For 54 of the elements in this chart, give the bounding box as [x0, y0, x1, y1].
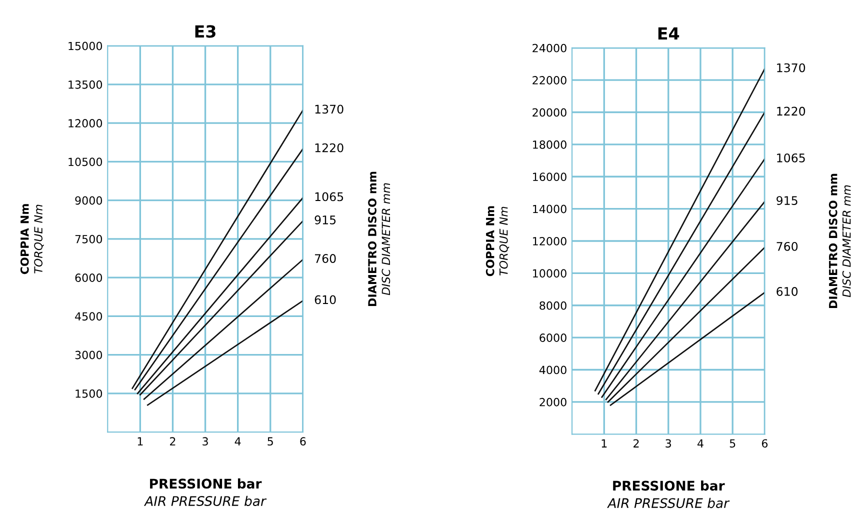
series-label: 1370: [777, 63, 806, 72]
y2-axis-title: DIAMETRO DISCO mm DISC DIAMETER mm: [828, 174, 851, 308]
series-label: 915: [776, 196, 798, 206]
y-tick-label: 24000: [532, 44, 566, 52]
series-label: 760: [776, 242, 798, 251]
y-tick-label: 9000: [75, 196, 102, 205]
x-tick-label: 5: [730, 439, 736, 448]
series-label: 1065: [777, 153, 805, 162]
y-axis-title: COPPIA Nm TORQUE Nm: [20, 204, 44, 274]
y-tick-label: 15000: [68, 42, 102, 50]
y-tick-label: 6000: [540, 334, 566, 342]
series-label: 1370: [315, 104, 344, 114]
series-label: 1220: [777, 106, 806, 116]
series-label: 610: [776, 287, 798, 296]
x-tick-label: 6: [300, 437, 306, 446]
y-tick-label: 20000: [532, 108, 566, 117]
x-tick-label: 2: [634, 439, 639, 448]
series-label: 610: [314, 295, 336, 304]
y-tick-label: 1500: [76, 389, 102, 398]
x-tick-label: 4: [697, 439, 704, 448]
y-tick-label: 22000: [532, 76, 566, 84]
x-tick-label: 6: [762, 439, 768, 448]
x-axis-title: PRESSIONE bar AIR PRESSURE bar: [607, 480, 730, 508]
series-label: 1220: [315, 143, 344, 152]
chart-title: E3: [195, 25, 216, 38]
y-tick-label: 4500: [75, 312, 102, 321]
y-tick-label: 6000: [75, 274, 102, 282]
x-tick-label: 4: [234, 437, 241, 446]
series-label: 760: [315, 254, 336, 263]
y-tick-label: 8000: [540, 301, 566, 310]
y-tick-label: 13500: [68, 80, 102, 89]
y-tick-label: 4000: [539, 366, 566, 374]
y-tick-label: 16000: [533, 172, 566, 182]
y2-axis-title: DIAMETRO DISCO mm DISC DIAMETER mm: [368, 172, 390, 306]
y-tick-label: 10000: [533, 269, 566, 278]
x-tick-label: 5: [268, 437, 273, 446]
y-tick-label: 3000: [75, 350, 102, 360]
y-tick-label: 2000: [540, 398, 566, 406]
x-tick-label: 1: [138, 437, 143, 446]
y-tick-label: 12000: [68, 119, 102, 128]
series-label: 915: [314, 215, 336, 224]
x-axis-title: PRESSIONE bar AIR PRESSURE bar: [144, 478, 267, 506]
y-tick-label: 12000: [533, 236, 566, 246]
y-tick-label: 18000: [533, 140, 566, 149]
x-tick-label: 3: [202, 437, 208, 446]
y-tick-label: 10500: [68, 158, 102, 166]
x-tick-label: 3: [666, 439, 672, 448]
y-tick-label: 7500: [75, 234, 102, 244]
y-axis-title: COPPIA Nm TORQUE Nm: [486, 206, 510, 276]
series-label: 1065: [315, 192, 344, 202]
y-tick-label: 14000: [533, 204, 566, 214]
x-tick-label: 1: [602, 439, 607, 448]
chart-title: E4: [658, 27, 680, 40]
x-tick-label: 2: [170, 437, 176, 446]
